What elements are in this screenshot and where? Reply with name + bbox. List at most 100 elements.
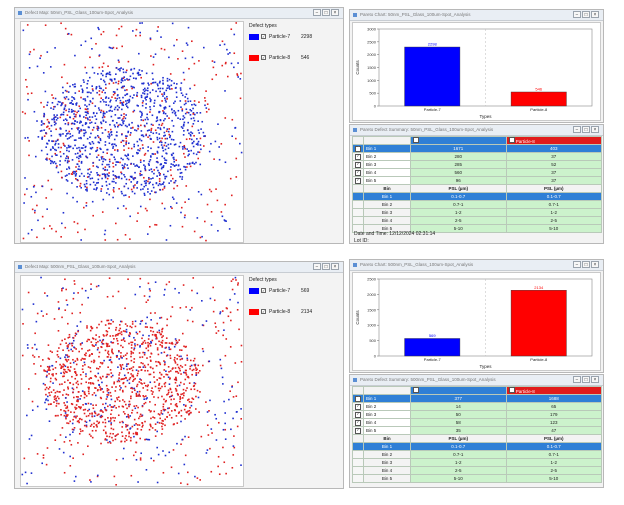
column-header-particle-8[interactable]: Particle-8 (505, 136, 602, 145)
defect-dot-particle-7 (91, 48, 93, 50)
defect-map-canvas[interactable] (20, 21, 244, 243)
defect-dot-particle-7 (125, 71, 127, 74)
defect-dot-particle-7 (73, 122, 75, 125)
defect-dot-particle-8 (141, 343, 143, 345)
psl-range-row[interactable]: Bin 3 1-2 1-2 (352, 458, 602, 467)
row-checkbox-cell[interactable]: ✓ (352, 418, 364, 427)
defect-dot-particle-7 (162, 82, 164, 85)
row-checkbox-cell[interactable]: ✓ (352, 426, 364, 435)
defect-dot-particle-7 (179, 89, 182, 91)
minimize-button[interactable]: − (573, 126, 581, 133)
maximize-button[interactable]: □ (322, 9, 330, 16)
row-checkbox-cell[interactable]: ✓ (352, 394, 364, 403)
maximize-button[interactable]: □ (582, 11, 590, 18)
minimize-button[interactable]: − (313, 9, 321, 16)
defect-dot-particle-7 (156, 117, 158, 119)
bin-count-row[interactable]: ✓ Bin 1 377 1688 (352, 394, 602, 403)
defect-dot-particle-8 (192, 359, 195, 362)
psl-range-row[interactable]: Bin 4 2-5 2-5 (352, 466, 602, 475)
bin-count-row[interactable]: ✓ Bin 3 285 52 (352, 160, 602, 169)
psl-range-row[interactable]: Bin 4 2-5 2-5 (352, 216, 602, 225)
psl-range-row[interactable]: Bin 1 0.1-0.7 0.1-0.7 (352, 192, 602, 201)
bar-particle-7 (404, 46, 461, 107)
row-checkbox-cell[interactable]: ✓ (352, 410, 364, 419)
defect-dot-particle-8 (56, 350, 59, 353)
defect-dot-particle-7 (157, 84, 159, 87)
visibility-checkbox[interactable]: ✓ (261, 55, 266, 60)
column-header-particle-7[interactable]: Particle-7 (410, 386, 507, 395)
defect-dot-particle-8 (139, 413, 142, 416)
bin-count-row[interactable]: ✓ Bin 5 96 37 (352, 176, 602, 185)
minimize-button[interactable]: − (573, 11, 581, 18)
psl-range-row[interactable]: Bin 5 5-10 5-10 (352, 474, 602, 483)
row-checkbox-cell[interactable]: ✓ (352, 152, 364, 161)
column-header-particle-8[interactable]: Particle-8 (505, 386, 602, 395)
minimize-button[interactable]: − (573, 376, 581, 383)
close-button[interactable]: × (591, 261, 599, 268)
psl-range-row[interactable]: Bin 1 0.1-0.7 0.1-0.7 (352, 442, 602, 451)
defect-dot-particle-7 (171, 111, 174, 114)
defect-dot-particle-8 (161, 344, 163, 347)
row-checkbox[interactable]: ✓ (355, 146, 361, 152)
bin-count-row[interactable]: ✓ Bin 3 50 179 (352, 410, 602, 419)
maximize-button[interactable]: □ (582, 126, 590, 133)
row-checkbox-cell[interactable]: ✓ (352, 176, 364, 185)
close-button[interactable]: × (591, 11, 599, 18)
column-checkbox[interactable] (413, 137, 419, 143)
maximize-button[interactable]: □ (582, 261, 590, 268)
column-checkbox[interactable] (508, 387, 515, 393)
close-button[interactable]: × (331, 263, 339, 270)
psl-range-row[interactable]: Bin 2 0.7-1 0.7-1 (352, 450, 602, 459)
row-checkbox-cell[interactable]: ✓ (352, 168, 364, 177)
defect-dot-particle-8 (79, 343, 82, 345)
row-checkbox-cell[interactable]: ✓ (352, 402, 364, 411)
row-checkbox[interactable]: ✓ (355, 420, 361, 426)
defect-dot-particle-7 (148, 134, 151, 137)
defect-dot-particle-7 (98, 159, 101, 161)
bin-count-row[interactable]: ✓ Bin 4 560 37 (352, 168, 602, 177)
row-checkbox[interactable]: ✓ (355, 412, 361, 418)
psl-range-row[interactable]: Bin 3 1-2 1-2 (352, 208, 602, 217)
defect-map-canvas[interactable] (20, 275, 244, 487)
column-checkbox[interactable] (508, 137, 515, 143)
row-checkbox[interactable]: ✓ (355, 396, 361, 402)
defect-dot-particle-7 (133, 145, 136, 148)
defect-dot-particle-8 (122, 381, 125, 384)
row-checkbox[interactable]: ✓ (355, 162, 361, 168)
column-header-particle-7[interactable]: Particle-7 (410, 136, 507, 145)
row-checkbox[interactable]: ✓ (355, 178, 361, 184)
defect-dot-particle-8 (123, 166, 126, 169)
defect-dot-particle-8 (74, 360, 77, 362)
close-button[interactable]: × (591, 376, 599, 383)
row-checkbox[interactable]: ✓ (355, 170, 361, 176)
close-button[interactable]: × (331, 9, 339, 16)
maximize-button[interactable]: □ (582, 376, 590, 383)
row-checkbox[interactable]: ✓ (355, 154, 361, 160)
defect-dot-particle-8 (193, 388, 196, 391)
defect-dot-particle-8 (142, 341, 144, 344)
column-checkbox[interactable] (413, 387, 419, 393)
minimize-button[interactable]: − (573, 261, 581, 268)
bin-count-row[interactable]: ✓ Bin 4 58 123 (352, 418, 602, 427)
row-checkbox[interactable]: ✓ (355, 404, 361, 410)
bin-count-row[interactable]: ✓ Bin 5 35 47 (352, 426, 602, 435)
minimize-button[interactable]: − (313, 263, 321, 270)
close-button[interactable]: × (591, 126, 599, 133)
defect-dot-particle-8 (227, 315, 230, 318)
visibility-checkbox[interactable]: ✓ (261, 288, 266, 293)
psl-range-row[interactable]: Bin 5 5-10 5-10 (352, 224, 602, 233)
bin-count-row[interactable]: ✓ Bin 1 1671 403 (352, 144, 602, 153)
row-checkbox-cell[interactable]: ✓ (352, 160, 364, 169)
visibility-checkbox[interactable]: ✓ (261, 34, 266, 39)
psl-range-row[interactable]: Bin 2 0.7-1 0.7-1 (352, 200, 602, 209)
row-checkbox[interactable]: ✓ (355, 428, 361, 434)
bin-count-row[interactable]: ✓ Bin 2 280 37 (352, 152, 602, 161)
defect-dot-particle-7 (101, 388, 103, 390)
defect-dot-particle-8 (121, 426, 124, 428)
maximize-button[interactable]: □ (322, 263, 330, 270)
y-tick-label: 1000 (367, 78, 377, 83)
row-checkbox-cell[interactable]: ✓ (352, 144, 364, 153)
bin-count-row[interactable]: ✓ Bin 2 14 65 (352, 402, 602, 411)
defect-dot-particle-8 (135, 422, 137, 425)
visibility-checkbox[interactable]: ✓ (261, 309, 266, 314)
